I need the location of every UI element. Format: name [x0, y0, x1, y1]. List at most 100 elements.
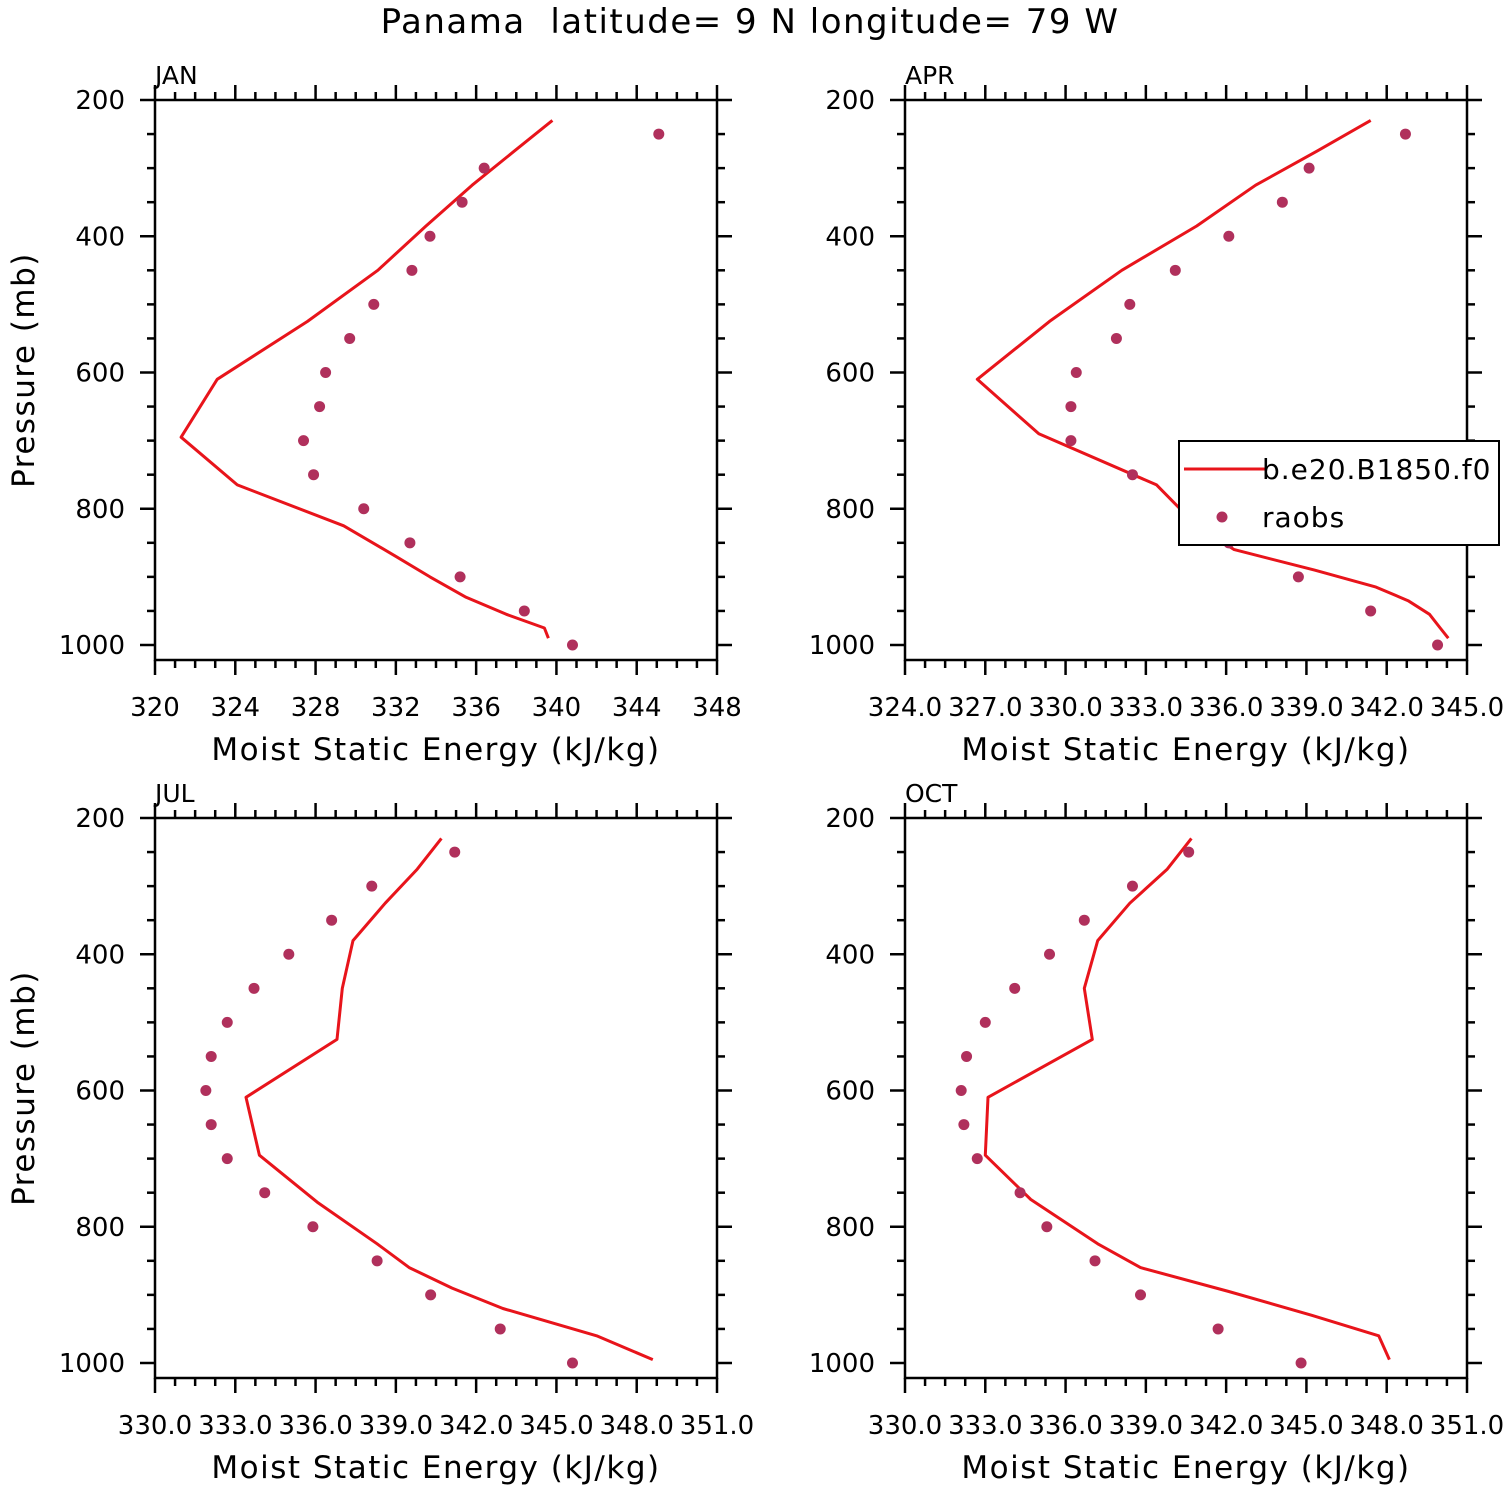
obs-point — [955, 1085, 967, 1096]
y-axis-label: Pressure (mb) — [6, 252, 42, 488]
x-tick-label: 320 — [130, 693, 180, 723]
obs-point — [326, 914, 338, 926]
x-tick-label: 339.0 — [359, 1411, 433, 1441]
obs-point — [1089, 1255, 1101, 1267]
plot-frame — [903, 98, 1469, 662]
x-tick-label: 345.0 — [1269, 1411, 1343, 1441]
x-tick-label: 344 — [612, 693, 662, 723]
y-tick-label: 200 — [75, 804, 125, 834]
obs-point — [283, 948, 295, 960]
x-tick-label: 339.0 — [1269, 693, 1343, 723]
x-tick-label: 342.0 — [1349, 693, 1423, 723]
x-tick-label: 333.0 — [948, 1411, 1022, 1441]
obs-point — [1126, 469, 1138, 481]
x-tick-label: 348.0 — [599, 1411, 673, 1441]
obs-point — [1212, 1323, 1224, 1335]
obs-point — [961, 1050, 973, 1062]
obs-point — [406, 264, 418, 276]
obs-point — [1276, 196, 1288, 208]
x-tick-label: 330.0 — [868, 1411, 942, 1441]
x-tick-label: 351.0 — [680, 1411, 754, 1441]
obs-point — [1070, 367, 1082, 378]
x-tick-label: 330.0 — [1028, 693, 1102, 723]
obs-point — [1303, 162, 1315, 174]
obs-point — [404, 537, 416, 549]
obs-point — [1065, 435, 1077, 447]
figure-title: Panama latitude= 9 N longitude= 79 W — [381, 2, 1120, 42]
panel-label: OCT — [905, 779, 958, 808]
y-tick-label: 600 — [825, 359, 875, 389]
obs-point — [1124, 298, 1136, 310]
obs-point — [1014, 1187, 1026, 1199]
x-axis-label: Moist Static Energy (kJ/kg) — [211, 732, 660, 768]
obs-point — [971, 1153, 983, 1165]
y-tick-label: 800 — [75, 1213, 125, 1243]
plot-frame — [153, 98, 719, 662]
x-tick-label: 324 — [210, 693, 260, 723]
legend-box — [1178, 440, 1500, 546]
obs-point — [221, 1016, 233, 1028]
y-tick-label: 1000 — [809, 631, 875, 661]
x-tick-label: 345.0 — [519, 1411, 593, 1441]
obs-point — [1432, 639, 1444, 651]
obs-point — [259, 1187, 271, 1199]
y-axis-label: Pressure (mb) — [6, 970, 42, 1206]
legend: b.e20.B1850.f0 raobs — [1178, 440, 1500, 546]
panel-jan: JAN 200 400 600 800 1000 320 324 328 332 336 340 344… — [6, 61, 742, 768]
obs-point — [320, 367, 332, 378]
series-line-model — [975, 119, 1450, 640]
obs-point — [566, 1357, 578, 1369]
obs-point — [1365, 605, 1377, 617]
obs-point — [566, 639, 578, 651]
obs-point — [1295, 1357, 1307, 1369]
obs-point — [358, 503, 370, 515]
x-tick-label: 342.0 — [1189, 1411, 1263, 1441]
y-tick-label: 1000 — [59, 1349, 125, 1379]
obs-point — [1126, 880, 1138, 892]
obs-point — [1078, 914, 1090, 926]
x-axis-label: Moist Static Energy (kJ/kg) — [961, 1450, 1410, 1486]
obs-point — [1009, 982, 1021, 994]
x-tick-label: 345.0 — [1430, 693, 1504, 723]
x-tick-label: 339.0 — [1109, 1411, 1183, 1441]
y-tick-label: 1000 — [809, 1349, 875, 1379]
obs-point — [1044, 948, 1056, 960]
series-line-model — [179, 119, 554, 639]
obs-point — [1183, 846, 1195, 858]
obs-point — [979, 1016, 991, 1028]
obs-point — [494, 1323, 506, 1335]
y-tick-label: 800 — [825, 495, 875, 525]
x-tick-label: 327.0 — [948, 693, 1022, 723]
obs-point — [200, 1085, 212, 1096]
series-line-model — [983, 837, 1391, 1361]
panel-label: APR — [905, 61, 955, 90]
x-tick-label: 336.0 — [1028, 1411, 1102, 1441]
x-tick-label: 330.0 — [118, 1411, 192, 1441]
obs-point — [368, 298, 380, 310]
obs-point — [1169, 264, 1181, 276]
x-tick-label: 336.0 — [278, 1411, 352, 1441]
x-axis-label: Moist Static Energy (kJ/kg) — [211, 1450, 660, 1486]
y-tick-label: 400 — [825, 940, 875, 970]
obs-point — [205, 1050, 217, 1062]
y-tick-label: 200 — [825, 804, 875, 834]
obs-point — [958, 1119, 970, 1131]
x-tick-label: 328 — [291, 693, 341, 723]
x-tick-label: 348.0 — [1349, 1411, 1423, 1441]
obs-point — [308, 469, 320, 481]
obs-point — [1110, 332, 1122, 344]
x-tick-label: 324.0 — [868, 693, 942, 723]
x-tick-label: 332 — [371, 693, 421, 723]
y-tick-label: 400 — [75, 940, 125, 970]
legend-label-obs: raobs — [1262, 501, 1345, 534]
obs-point — [371, 1255, 383, 1267]
obs-point — [205, 1119, 217, 1131]
legend-point-swatch — [1216, 511, 1228, 523]
y-tick-label: 200 — [75, 86, 125, 116]
series-line-model — [244, 837, 654, 1361]
obs-point — [1041, 1221, 1053, 1233]
